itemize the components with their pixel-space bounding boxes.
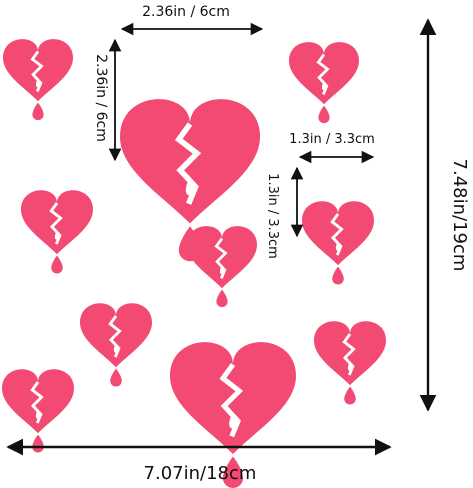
teardrop-icon bbox=[32, 102, 44, 121]
heart-crack bbox=[108, 315, 122, 358]
inner-drop bbox=[335, 241, 341, 251]
inner-drop bbox=[185, 177, 195, 196]
heart-crack bbox=[219, 363, 244, 438]
heart-crack bbox=[30, 50, 44, 92]
inner-drop bbox=[321, 81, 327, 91]
heart-crack bbox=[174, 122, 202, 205]
heart-small-mid-left bbox=[21, 190, 93, 274]
teardrop-icon bbox=[110, 368, 122, 387]
teardrop-icon bbox=[222, 456, 244, 488]
heart-crack bbox=[330, 213, 344, 256]
heart-small-top-right bbox=[289, 42, 359, 124]
heart-crack bbox=[30, 381, 44, 424]
heart-small-bottom-left bbox=[2, 369, 74, 453]
heart-crack bbox=[214, 237, 228, 279]
small-heart-height-label: 1.3in / 3.3cm bbox=[265, 173, 280, 259]
teardrop-icon bbox=[51, 255, 63, 274]
heart-small-center bbox=[187, 226, 257, 308]
inner-drop bbox=[113, 343, 119, 353]
large-heart-width-label: 2.36in / 6cm bbox=[142, 4, 230, 20]
heart-small-top-left bbox=[3, 39, 73, 121]
inner-drop bbox=[229, 412, 237, 429]
inner-drop bbox=[219, 265, 225, 275]
teardrop-icon bbox=[216, 289, 228, 308]
heart-crack bbox=[49, 202, 63, 245]
hearts-layer bbox=[2, 39, 386, 488]
inner-drop bbox=[347, 361, 353, 371]
heart-large-bottom bbox=[170, 342, 296, 488]
teardrop-icon bbox=[32, 434, 44, 453]
heart-small-right bbox=[302, 201, 374, 285]
heart-small-lower-right bbox=[314, 321, 386, 405]
teardrop-icon bbox=[332, 266, 344, 285]
heart-crack bbox=[342, 333, 356, 376]
heart-small-lower-left bbox=[80, 303, 152, 387]
overall-width-label: 7.07in/18cm bbox=[144, 463, 257, 484]
inner-drop bbox=[54, 230, 60, 240]
large-heart-height-label: 2.36in / 6cm bbox=[93, 54, 109, 142]
small-heart-width-label: 1.3in / 3.3cm bbox=[289, 132, 375, 147]
inner-drop bbox=[35, 409, 41, 419]
teardrop-icon bbox=[318, 105, 330, 124]
teardrop-icon bbox=[344, 386, 356, 405]
inner-drop bbox=[35, 78, 41, 88]
heart-crack bbox=[316, 53, 330, 95]
overall-height-label: 7.48in/19cm bbox=[449, 159, 470, 272]
